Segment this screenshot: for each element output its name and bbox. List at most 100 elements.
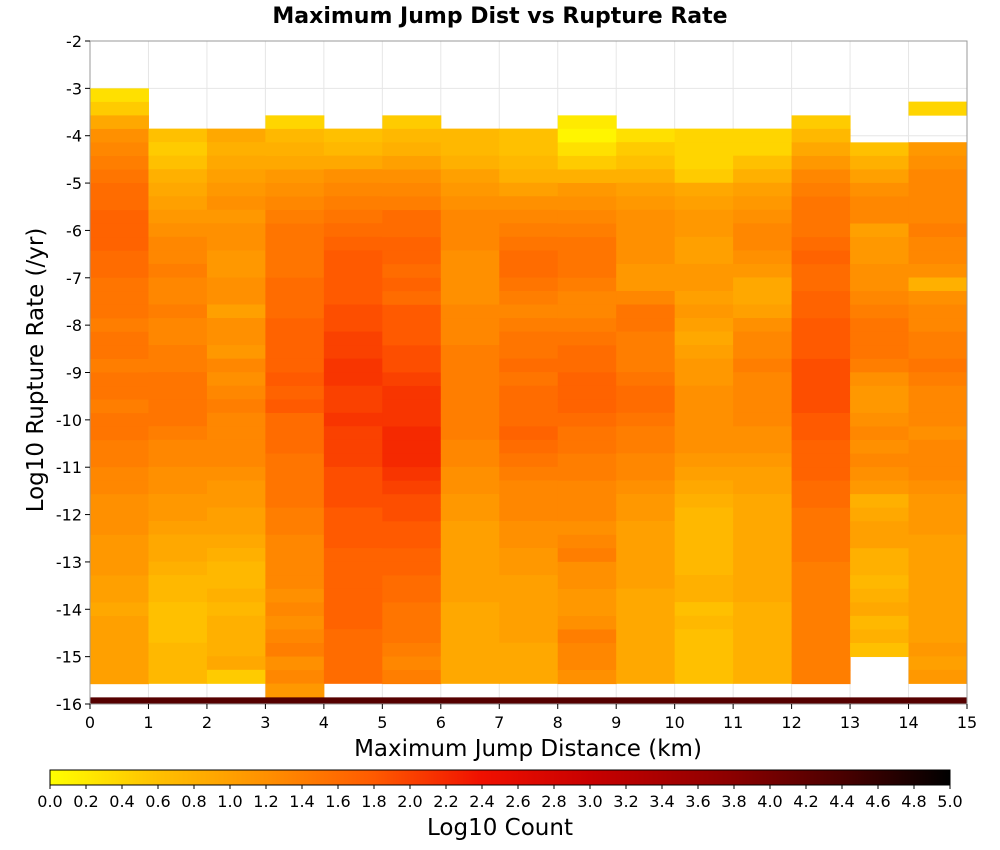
heatmap-cell <box>206 155 266 170</box>
heatmap-cell <box>265 169 325 184</box>
heatmap-cell <box>616 372 676 387</box>
heatmap-cell <box>90 507 149 522</box>
heatmap-cell <box>382 358 442 373</box>
colorbar-tick-label: 0.4 <box>109 792 134 811</box>
heatmap-cell <box>557 264 617 279</box>
heatmap-cell <box>499 304 559 319</box>
heatmap-cell <box>323 345 383 360</box>
heatmap-cell <box>206 182 266 197</box>
heatmap-cell <box>908 669 968 684</box>
heatmap-cell <box>733 128 793 143</box>
heatmap-cell <box>850 209 910 225</box>
heatmap-cell <box>733 223 793 238</box>
heatmap-cell <box>674 602 734 617</box>
heatmap-cell <box>499 250 559 265</box>
x-tick-label: 3 <box>260 713 270 732</box>
heatmap-cell <box>323 466 383 481</box>
heatmap-cell <box>908 602 968 617</box>
heatmap-cell <box>90 183 149 198</box>
heatmap-cell <box>90 602 149 617</box>
heatmap-cell <box>323 656 383 671</box>
heatmap-cell <box>791 183 851 198</box>
heatmap-cell <box>557 561 617 576</box>
heatmap-cell <box>90 670 149 685</box>
heatmap-cell <box>323 169 383 184</box>
heatmap-cell <box>557 142 617 157</box>
heatmap-cell <box>499 155 559 170</box>
heatmap-cell <box>791 643 851 658</box>
heatmap-cell <box>440 629 500 644</box>
heatmap-cell <box>616 412 676 427</box>
heatmap-cell <box>674 629 734 644</box>
colorbar-tick-label: 3.4 <box>649 792 674 811</box>
heatmap-cell <box>382 440 442 455</box>
heatmap-cell <box>616 439 676 454</box>
heatmap-cell <box>674 453 734 468</box>
heatmap-cell <box>265 128 325 143</box>
heatmap-cell <box>791 169 851 184</box>
heatmap-cell <box>382 656 442 671</box>
heatmap-cell <box>908 453 968 468</box>
heatmap-cell <box>323 534 383 549</box>
heatmap-cell <box>148 155 208 170</box>
heatmap-cell <box>557 331 617 346</box>
heatmap-cell <box>265 494 325 509</box>
heatmap-cell <box>850 561 910 576</box>
heatmap-cell <box>90 345 149 360</box>
heatmap-cell <box>265 440 325 455</box>
heatmap-cell <box>206 209 266 224</box>
heatmap-cell <box>850 615 910 630</box>
heatmap-cell <box>382 602 442 617</box>
heatmap-cell <box>557 210 617 225</box>
heatmap-cell <box>908 493 968 509</box>
heatmap-cell <box>791 399 851 414</box>
heatmap-cell <box>440 520 500 536</box>
heatmap-cell <box>850 467 910 482</box>
colorbar-tick-label: 2.8 <box>541 792 566 811</box>
heatmap-cell <box>557 304 617 319</box>
heatmap-cell <box>908 236 968 251</box>
y-tick-label: -12 <box>56 506 82 525</box>
heatmap-cell <box>908 142 968 157</box>
heatmap-cell <box>206 602 266 617</box>
heatmap-cell <box>616 629 676 644</box>
heatmap-cell <box>791 210 851 225</box>
heatmap-cell <box>733 372 793 387</box>
heatmap-cell <box>148 669 208 684</box>
heatmap-cell <box>674 412 734 427</box>
heatmap-cell <box>499 263 559 278</box>
heatmap-cell <box>148 561 208 576</box>
heatmap-cell <box>265 480 325 495</box>
heatmap-cell <box>148 277 208 292</box>
heatmap-cell <box>206 642 266 657</box>
heatmap-cell <box>90 318 149 333</box>
heatmap-cell <box>674 345 734 360</box>
heatmap-cells <box>90 88 968 704</box>
heatmap-cell <box>265 575 325 590</box>
heatmap-cell <box>90 697 967 704</box>
heatmap-cell <box>557 615 617 630</box>
heatmap-cell <box>616 345 676 360</box>
heatmap-cell <box>382 670 442 685</box>
heatmap-cell <box>90 196 149 211</box>
heatmap-cell <box>206 412 266 427</box>
heatmap-cell <box>499 520 559 536</box>
heatmap-cell <box>323 196 383 211</box>
heatmap-cell <box>90 480 149 495</box>
heatmap-cell <box>90 156 149 171</box>
x-tick-label: 2 <box>202 713 212 732</box>
heatmap-cell <box>791 453 851 468</box>
heatmap-cell <box>674 615 734 630</box>
heatmap-cell <box>850 399 910 414</box>
heatmap-cell <box>382 494 442 509</box>
heatmap-cell <box>791 575 851 590</box>
heatmap-cell <box>791 237 851 252</box>
heatmap-cell <box>382 643 442 658</box>
heatmap-cell <box>616 669 676 684</box>
colorbar-tick-label: 1.8 <box>361 792 386 811</box>
heatmap-cell <box>323 236 383 251</box>
heatmap-cell <box>440 290 500 305</box>
heatmap-cell <box>791 426 851 441</box>
heatmap-cell <box>323 669 383 684</box>
heatmap-cell <box>382 385 442 400</box>
